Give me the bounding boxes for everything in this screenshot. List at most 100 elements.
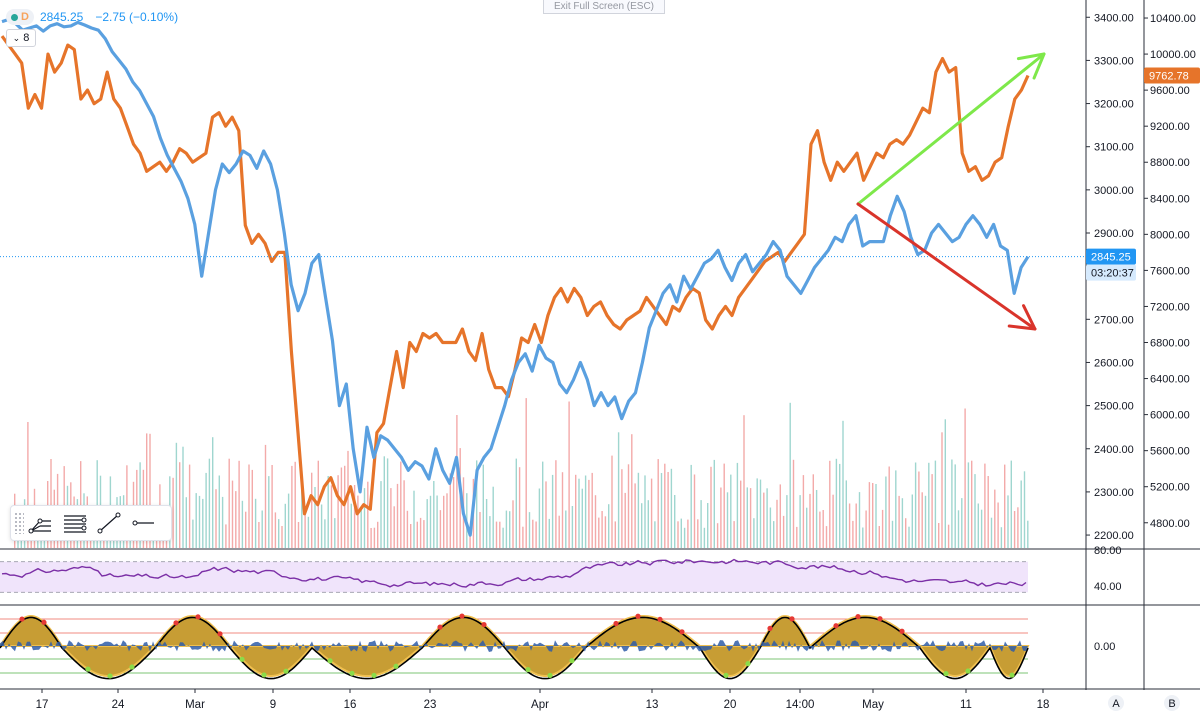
countdown-tag-bg bbox=[1086, 264, 1136, 281]
drag-handle-icon[interactable] bbox=[14, 512, 24, 534]
volume-bar bbox=[287, 493, 290, 548]
volume-bar bbox=[538, 488, 541, 548]
volume-bar bbox=[855, 503, 857, 548]
left-axis-tick: 3300.00 bbox=[1094, 55, 1134, 67]
volume-bar bbox=[528, 512, 531, 548]
volume-bar bbox=[789, 402, 791, 548]
osc-signal-dot bbox=[657, 616, 663, 622]
x-axis-tick: 18 bbox=[1037, 699, 1050, 711]
volume-bar bbox=[380, 481, 382, 548]
osc-signal-dot bbox=[261, 672, 267, 678]
countdown-tag: 03:20:37 bbox=[1091, 268, 1134, 280]
volume-bar bbox=[205, 472, 207, 548]
volume-bar bbox=[634, 483, 636, 548]
volume-bar bbox=[357, 495, 359, 548]
green-arrow-head bbox=[1016, 52, 1046, 80]
volume-bar bbox=[1007, 495, 1009, 548]
trend-arrows[interactable] bbox=[856, 52, 1046, 331]
blue-series-line bbox=[1, 17, 1030, 537]
volume-bar bbox=[555, 460, 557, 548]
volume-bar bbox=[862, 527, 864, 548]
osc-signal-dot bbox=[525, 666, 531, 673]
volume-bar bbox=[726, 492, 729, 548]
volume-bar bbox=[683, 527, 686, 548]
volume-bar bbox=[990, 517, 993, 548]
volume-bar bbox=[386, 458, 389, 548]
volume-bar bbox=[1000, 527, 1003, 548]
volume-bar bbox=[941, 432, 943, 548]
volume-bar bbox=[736, 462, 739, 548]
volume-bar bbox=[1027, 520, 1029, 548]
volume-bar bbox=[429, 495, 432, 548]
volume-bar bbox=[977, 503, 979, 548]
parallel-channel-tool-icon[interactable] bbox=[58, 508, 92, 538]
drawing-toolbar[interactable] bbox=[10, 505, 172, 541]
osc-signal-dot bbox=[41, 619, 47, 625]
osc-signal-dot bbox=[1009, 672, 1015, 678]
rsi-line bbox=[1, 558, 1027, 588]
interval-value: 8 bbox=[23, 32, 30, 44]
volume-bar bbox=[565, 510, 567, 548]
volume-bar bbox=[353, 485, 356, 548]
volume-bar bbox=[660, 473, 663, 548]
volume-bar bbox=[934, 460, 937, 548]
axis-mode-button bbox=[1108, 695, 1124, 711]
volume-bar bbox=[947, 524, 950, 548]
visibility-toggle[interactable]: D bbox=[6, 9, 34, 25]
volume-bar bbox=[617, 432, 620, 548]
right-axis-tick: 10400.00 bbox=[1150, 13, 1196, 25]
volume-bar bbox=[647, 500, 649, 548]
volume-bar bbox=[908, 526, 910, 548]
volume-bar bbox=[581, 488, 583, 548]
volume-bar bbox=[146, 433, 148, 548]
x-axis-tick: May bbox=[862, 699, 884, 711]
osc-signal-dot bbox=[85, 666, 91, 672]
volume-bar bbox=[670, 468, 673, 548]
x-axis-tick: 16 bbox=[344, 699, 357, 711]
volume-bar bbox=[297, 522, 300, 548]
volume-bar bbox=[433, 481, 435, 548]
volume-bar bbox=[548, 518, 550, 548]
volume-bar bbox=[248, 464, 250, 548]
osc-signal-dot bbox=[283, 668, 289, 674]
volume-bar bbox=[812, 474, 814, 548]
horizontal-ray-tool-icon[interactable] bbox=[126, 508, 160, 538]
left-axis-tick: 2700.00 bbox=[1094, 314, 1134, 326]
volume-bar bbox=[192, 519, 194, 548]
volume-bar bbox=[485, 499, 488, 548]
volume-bar bbox=[400, 461, 402, 548]
volume-bar bbox=[578, 478, 580, 548]
volume-bar bbox=[1004, 464, 1006, 548]
osc-signal-dot bbox=[239, 656, 245, 662]
volume-bar bbox=[202, 498, 204, 548]
eye-dot-icon bbox=[11, 13, 18, 21]
volume-bar bbox=[228, 458, 230, 548]
osc-signal-dot bbox=[789, 616, 795, 622]
pitchfork-tool-icon[interactable] bbox=[24, 508, 58, 538]
osc-signal-dot bbox=[723, 672, 729, 678]
volume-bar bbox=[865, 510, 867, 548]
volume-bar bbox=[759, 479, 762, 548]
volume-bar bbox=[693, 474, 696, 548]
osc-signal-dot bbox=[437, 624, 443, 630]
volume-bar bbox=[918, 471, 920, 548]
x-axis-tick: 9 bbox=[270, 699, 276, 711]
volume-bar bbox=[984, 463, 986, 548]
volume-bar bbox=[27, 422, 29, 548]
exit-fullscreen-button[interactable]: Exit Full Screen (ESC) bbox=[543, 0, 665, 14]
volume-bar bbox=[697, 519, 699, 548]
trend-line-tool-icon[interactable] bbox=[92, 508, 126, 538]
volume-bar bbox=[782, 515, 785, 548]
volume-bar bbox=[436, 495, 438, 548]
interval-dropdown[interactable]: ⌄ 8 bbox=[6, 29, 36, 47]
volume-bar bbox=[914, 462, 917, 548]
volume-bar bbox=[690, 464, 692, 548]
volume-bar bbox=[383, 456, 385, 548]
volume-bar bbox=[875, 484, 877, 548]
volume-bar bbox=[961, 498, 963, 548]
volume-bar bbox=[419, 517, 422, 548]
volume-bar bbox=[921, 492, 923, 548]
volume-bar bbox=[403, 480, 405, 548]
volume-bar bbox=[753, 518, 755, 548]
